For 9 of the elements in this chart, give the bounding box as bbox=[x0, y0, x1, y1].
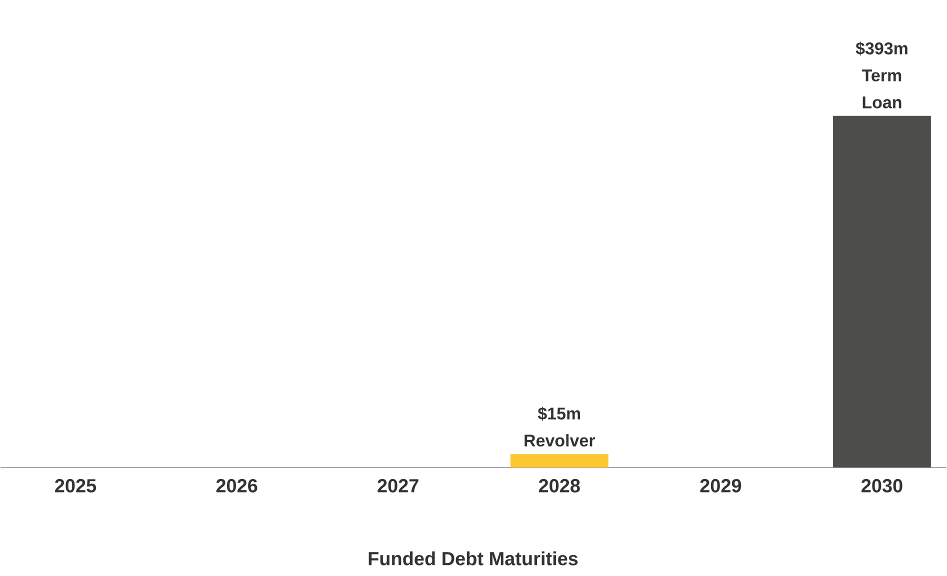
x-tick-label: 2025 bbox=[55, 478, 96, 492]
x-tick-label: 2027 bbox=[378, 478, 418, 492]
x-tick-label: 2028 bbox=[538, 478, 580, 492]
x-tick-label: 2030 bbox=[862, 478, 902, 492]
x-tick-label: 2029 bbox=[700, 478, 742, 492]
data-label: $15m Revolver bbox=[524, 406, 595, 446]
data-label: $393m Term Loan bbox=[856, 41, 908, 108]
x-axis-title: Funded Debt Maturities bbox=[368, 551, 578, 566]
x-tick-label: 2026 bbox=[216, 478, 258, 492]
